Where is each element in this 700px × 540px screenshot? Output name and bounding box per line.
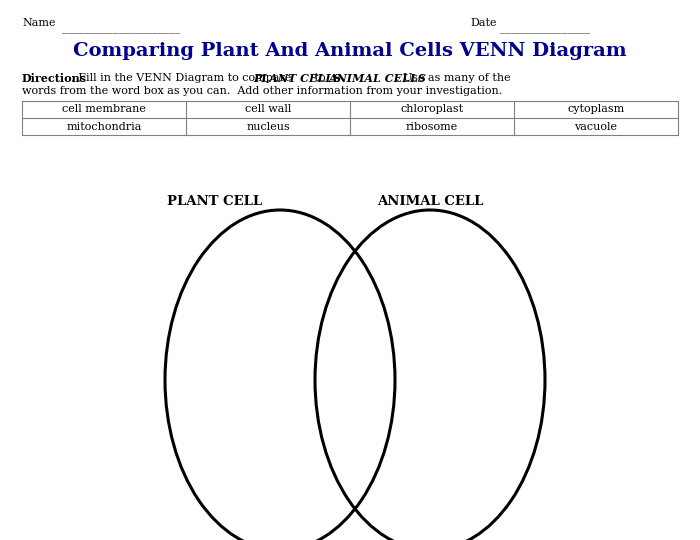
Text: mitochondria: mitochondria — [66, 122, 141, 132]
Text: : Fill in the VENN Diagram to compare: : Fill in the VENN Diagram to compare — [71, 73, 295, 83]
Text: PLANT CELL: PLANT CELL — [167, 195, 262, 208]
Text: ANIMAL CELLS: ANIMAL CELLS — [329, 73, 427, 84]
Text: nucleus: nucleus — [246, 122, 290, 132]
Text: cell membrane: cell membrane — [62, 105, 146, 114]
Text: cytoplasm: cytoplasm — [568, 105, 624, 114]
Text: chloroplast: chloroplast — [400, 105, 463, 114]
Text: _____________________: _____________________ — [62, 24, 180, 34]
Text: to: to — [311, 73, 329, 83]
Text: vacuole: vacuole — [575, 122, 617, 132]
Text: ANIMAL CELL: ANIMAL CELL — [377, 195, 483, 208]
Text: words from the word box as you can.  Add other information from your investigati: words from the word box as you can. Add … — [22, 86, 503, 96]
Text: Date: Date — [470, 18, 496, 28]
Text: ribosome: ribosome — [406, 122, 458, 132]
Text: Comparing Plant And Animal Cells VENN Diagram: Comparing Plant And Animal Cells VENN Di… — [74, 42, 626, 60]
Text: ________________: ________________ — [500, 24, 590, 34]
Text: Directions: Directions — [22, 73, 87, 84]
Text: Name: Name — [22, 18, 55, 28]
Text: cell wall: cell wall — [245, 105, 291, 114]
Text: PLANT CELLS: PLANT CELLS — [253, 73, 342, 84]
Text: . Use as many of the: . Use as many of the — [396, 73, 510, 83]
